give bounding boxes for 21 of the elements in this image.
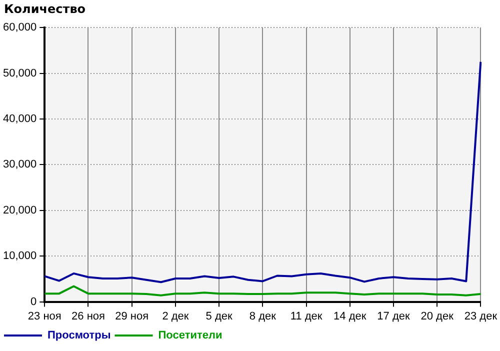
y-tick-label: 40,000 [2, 113, 37, 126]
x-tick-label: 11 дек [290, 310, 322, 322]
y-tick-label: 10,000 [2, 250, 37, 262]
x-tick-label: 2 дек [162, 310, 189, 322]
y-tick-label: 30,000 [2, 158, 37, 171]
x-tick-label: 23 дек [464, 310, 498, 322]
x-tick-label: 14 дек [334, 310, 366, 322]
x-tick-label: 17 дек [377, 310, 410, 322]
x-tick-label: 23 ноя [28, 310, 62, 322]
y-tick-label: 0 [30, 296, 37, 308]
x-tick-label: 20 дек [420, 310, 454, 322]
legend-label: Просмотры [48, 330, 111, 342]
x-tick-label: 26 ноя [72, 310, 106, 322]
y-tick-label: 50,000 [2, 67, 37, 80]
y-axis-title: Количество [4, 2, 86, 16]
x-tick-label: 29 ноя [115, 310, 149, 322]
legend-label: Посетители [158, 330, 222, 342]
y-tick-label: 60,000 [2, 22, 37, 34]
y-tick-label: 20,000 [2, 204, 37, 216]
x-tick-label: 5 дек [206, 310, 233, 322]
x-tick-label: 8 дек [249, 310, 276, 322]
